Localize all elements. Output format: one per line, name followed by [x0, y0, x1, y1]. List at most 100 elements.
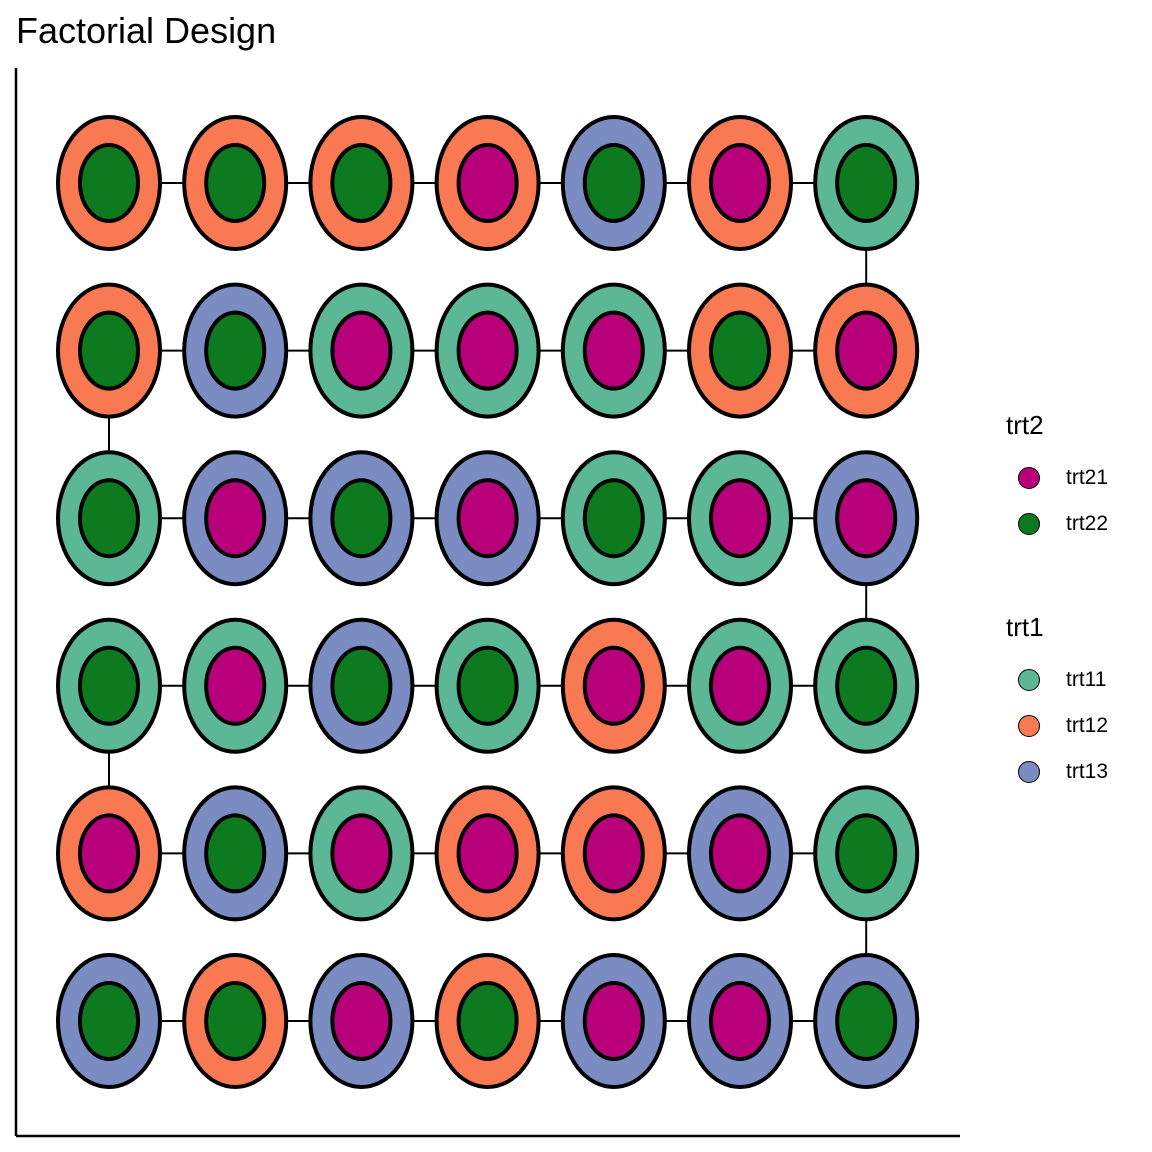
plot-unit [434, 617, 541, 754]
plot-unit [434, 953, 541, 1089]
trt2-point [78, 478, 140, 559]
plot-unit [560, 282, 667, 419]
plot-unit [56, 617, 162, 754]
trt2-point [204, 143, 267, 223]
legend-item-trt21: trt21 [1018, 462, 1108, 494]
plot-unit [813, 785, 920, 922]
legend-label-trt22: trt22 [1066, 512, 1109, 535]
trt2-point [78, 143, 140, 223]
legend-key-trt22 [1018, 513, 1040, 535]
trt2-point [204, 813, 267, 894]
trt2-point [709, 143, 771, 223]
trt2-point [582, 478, 645, 559]
trt2-point [835, 310, 898, 391]
plot-unit [434, 450, 541, 587]
plot-unit [687, 953, 793, 1089]
trt2-point [456, 645, 519, 726]
plot-unit [560, 115, 667, 251]
legend-key-trt13 [1018, 761, 1040, 783]
legend-title-trt2: trt2 [1006, 410, 1044, 440]
trt2-point [582, 143, 645, 223]
trt2-point [330, 813, 393, 894]
plot-unit [56, 450, 162, 587]
legend-key-trt21 [1018, 467, 1040, 489]
trt2-point [835, 981, 898, 1061]
plot-unit [687, 785, 793, 922]
plot-unit [560, 785, 667, 922]
plot-unit [56, 282, 162, 419]
trt2-point [456, 981, 519, 1061]
legend-label-trt12: trt12 [1066, 714, 1109, 737]
plot-unit [308, 115, 415, 251]
legend-key-trt12 [1018, 715, 1040, 737]
plot-unit [687, 282, 793, 419]
plot-unit [813, 450, 920, 587]
plot-unit [308, 282, 415, 419]
trt2-point [456, 478, 519, 559]
plot-unit [56, 115, 162, 251]
trt2-point [330, 645, 393, 726]
legend-item-trt13: trt13 [1018, 756, 1108, 788]
trt2-point [835, 813, 898, 894]
trt2-point [330, 478, 393, 559]
plot-unit [687, 115, 793, 251]
trt2-point [78, 645, 140, 726]
plot-unit [687, 617, 793, 754]
trt2-point [78, 310, 140, 391]
plot-unit [308, 617, 415, 754]
plot-unit [182, 617, 289, 754]
plot-unit [182, 785, 289, 922]
trt2-point [456, 813, 519, 894]
trt2-point [456, 310, 519, 391]
legend-title-trt1: trt1 [1006, 612, 1044, 642]
trt2-point [330, 143, 393, 223]
trt2-point [582, 981, 645, 1061]
plot-unit [434, 282, 541, 419]
plot-unit [813, 617, 920, 754]
plot-unit [813, 282, 920, 419]
trt2-point [709, 813, 771, 894]
trt2-point [835, 478, 898, 559]
plot-unit [308, 953, 415, 1089]
plot-unit [182, 115, 289, 251]
legend-item-trt11: trt11 [1018, 664, 1106, 696]
legend-label-trt21: trt21 [1066, 466, 1109, 489]
legend-item-trt12: trt12 [1018, 710, 1108, 742]
plot-unit [182, 282, 289, 419]
trt2-point [835, 143, 898, 223]
legend-item-trt22: trt22 [1018, 508, 1108, 540]
plot-unit [56, 785, 162, 922]
plot-unit [434, 115, 541, 251]
trt2-point [582, 645, 645, 726]
trt2-point [709, 981, 771, 1061]
trt2-point [582, 813, 645, 894]
trt2-point [78, 813, 140, 894]
trt2-point [709, 478, 771, 559]
chart-title: Factorial Design [16, 10, 277, 51]
legend-label-trt13: trt13 [1066, 760, 1109, 783]
trt2-point [204, 645, 267, 726]
trt2-point [204, 310, 267, 391]
plot-unit [182, 450, 289, 587]
plot-unit [434, 785, 541, 922]
trt2-point [78, 981, 140, 1061]
trt2-point [835, 645, 898, 726]
trt2-point [330, 981, 393, 1061]
trt2-point [204, 478, 267, 559]
trt2-point [456, 143, 519, 223]
plot-unit [182, 953, 289, 1089]
axes [14, 68, 960, 1138]
plot-unit [56, 953, 162, 1089]
trt2-point [709, 645, 771, 726]
plot-unit [813, 115, 920, 251]
legend-key-trt11 [1018, 669, 1040, 691]
trt2-point [582, 310, 645, 391]
plot-unit [560, 450, 667, 587]
trt2-point [330, 310, 393, 391]
trt2-point [204, 981, 267, 1061]
plot-units [56, 115, 920, 1089]
plot-unit [687, 450, 793, 587]
plot-unit [560, 953, 667, 1089]
legend-label-trt11: trt11 [1066, 668, 1107, 691]
